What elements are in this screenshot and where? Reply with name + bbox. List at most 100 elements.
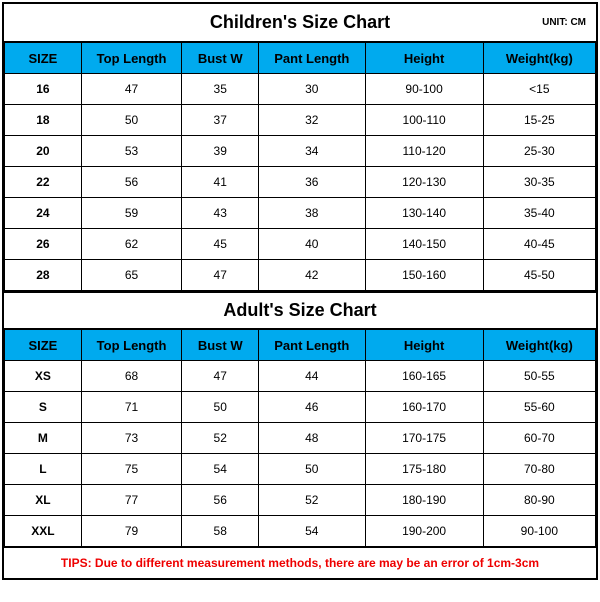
- table-cell: 45-50: [483, 260, 595, 291]
- table-cell: 58: [182, 516, 259, 547]
- table-cell: 18: [5, 105, 82, 136]
- table-cell: 37: [182, 105, 259, 136]
- col-height: Height: [365, 330, 483, 361]
- col-size: SIZE: [5, 43, 82, 74]
- table-cell: <15: [483, 74, 595, 105]
- table-cell: 170-175: [365, 423, 483, 454]
- table-cell: 26: [5, 229, 82, 260]
- table-cell: 180-190: [365, 485, 483, 516]
- col-height: Height: [365, 43, 483, 74]
- table-cell: 53: [81, 136, 181, 167]
- table-cell: 68: [81, 361, 181, 392]
- table-cell: 43: [182, 198, 259, 229]
- table-cell: 160-165: [365, 361, 483, 392]
- table-cell: XXL: [5, 516, 82, 547]
- table-cell: 30-35: [483, 167, 595, 198]
- table-cell: 110-120: [365, 136, 483, 167]
- table-cell: XL: [5, 485, 82, 516]
- table-row: XS684744160-16550-55: [5, 361, 596, 392]
- table-cell: 150-160: [365, 260, 483, 291]
- table-cell: 52: [259, 485, 365, 516]
- table-cell: 50-55: [483, 361, 595, 392]
- table-cell: 79: [81, 516, 181, 547]
- col-top-length: Top Length: [81, 43, 181, 74]
- children-header-row: SIZE Top Length Bust W Pant Length Heigh…: [5, 43, 596, 74]
- col-top-length: Top Length: [81, 330, 181, 361]
- table-cell: 40: [259, 229, 365, 260]
- table-row: XXL795854190-20090-100: [5, 516, 596, 547]
- table-cell: 47: [182, 361, 259, 392]
- table-cell: 47: [81, 74, 181, 105]
- table-cell: 44: [259, 361, 365, 392]
- table-cell: 77: [81, 485, 181, 516]
- table-cell: 62: [81, 229, 181, 260]
- adult-title: Adult's Size Chart: [4, 300, 596, 321]
- table-cell: 90-100: [365, 74, 483, 105]
- table-cell: 59: [81, 198, 181, 229]
- table-row: M735248170-17560-70: [5, 423, 596, 454]
- table-cell: 60-70: [483, 423, 595, 454]
- table-cell: 50: [182, 392, 259, 423]
- table-cell: 35: [182, 74, 259, 105]
- table-cell: 20: [5, 136, 82, 167]
- table-cell: 175-180: [365, 454, 483, 485]
- table-cell: 28: [5, 260, 82, 291]
- table-cell: 46: [259, 392, 365, 423]
- table-cell: 65: [81, 260, 181, 291]
- table-cell: 30: [259, 74, 365, 105]
- col-size: SIZE: [5, 330, 82, 361]
- table-cell: 52: [182, 423, 259, 454]
- table-cell: 56: [81, 167, 181, 198]
- unit-label: UNIT: CM: [542, 17, 586, 28]
- table-cell: 75: [81, 454, 181, 485]
- col-bust-w: Bust W: [182, 330, 259, 361]
- table-cell: 70-80: [483, 454, 595, 485]
- table-cell: 32: [259, 105, 365, 136]
- table-cell: 25-30: [483, 136, 595, 167]
- table-cell: 38: [259, 198, 365, 229]
- children-title-row: Children's Size Chart UNIT: CM: [4, 4, 596, 42]
- children-size-table: SIZE Top Length Bust W Pant Length Heigh…: [4, 42, 596, 291]
- table-cell: 24: [5, 198, 82, 229]
- table-cell: 50: [81, 105, 181, 136]
- adult-title-row: Adult's Size Chart: [4, 291, 596, 329]
- table-cell: 80-90: [483, 485, 595, 516]
- table-cell: 45: [182, 229, 259, 260]
- table-cell: 56: [182, 485, 259, 516]
- table-cell: M: [5, 423, 82, 454]
- table-cell: 130-140: [365, 198, 483, 229]
- table-row: L755450175-18070-80: [5, 454, 596, 485]
- table-cell: 35-40: [483, 198, 595, 229]
- table-cell: 55-60: [483, 392, 595, 423]
- size-chart-container: Children's Size Chart UNIT: CM SIZE Top …: [2, 2, 598, 580]
- table-row: 20533934110-12025-30: [5, 136, 596, 167]
- table-cell: 90-100: [483, 516, 595, 547]
- table-cell: 47: [182, 260, 259, 291]
- table-cell: 50: [259, 454, 365, 485]
- col-weight: Weight(kg): [483, 330, 595, 361]
- table-cell: 22: [5, 167, 82, 198]
- table-cell: 41: [182, 167, 259, 198]
- col-bust-w: Bust W: [182, 43, 259, 74]
- col-pant-length: Pant Length: [259, 330, 365, 361]
- table-cell: 42: [259, 260, 365, 291]
- table-row: 28654742150-16045-50: [5, 260, 596, 291]
- table-cell: 120-130: [365, 167, 483, 198]
- table-cell: 54: [259, 516, 365, 547]
- table-cell: 40-45: [483, 229, 595, 260]
- table-cell: 48: [259, 423, 365, 454]
- table-cell: 36: [259, 167, 365, 198]
- col-weight: Weight(kg): [483, 43, 595, 74]
- table-cell: 16: [5, 74, 82, 105]
- table-cell: 160-170: [365, 392, 483, 423]
- col-pant-length: Pant Length: [259, 43, 365, 74]
- adult-header-row: SIZE Top Length Bust W Pant Length Heigh…: [5, 330, 596, 361]
- adult-size-table: SIZE Top Length Bust W Pant Length Heigh…: [4, 329, 596, 547]
- table-cell: 71: [81, 392, 181, 423]
- table-row: XL775652180-19080-90: [5, 485, 596, 516]
- table-row: 26624540140-15040-45: [5, 229, 596, 260]
- table-cell: XS: [5, 361, 82, 392]
- children-title: Children's Size Chart: [4, 12, 596, 33]
- table-cell: 15-25: [483, 105, 595, 136]
- table-cell: 100-110: [365, 105, 483, 136]
